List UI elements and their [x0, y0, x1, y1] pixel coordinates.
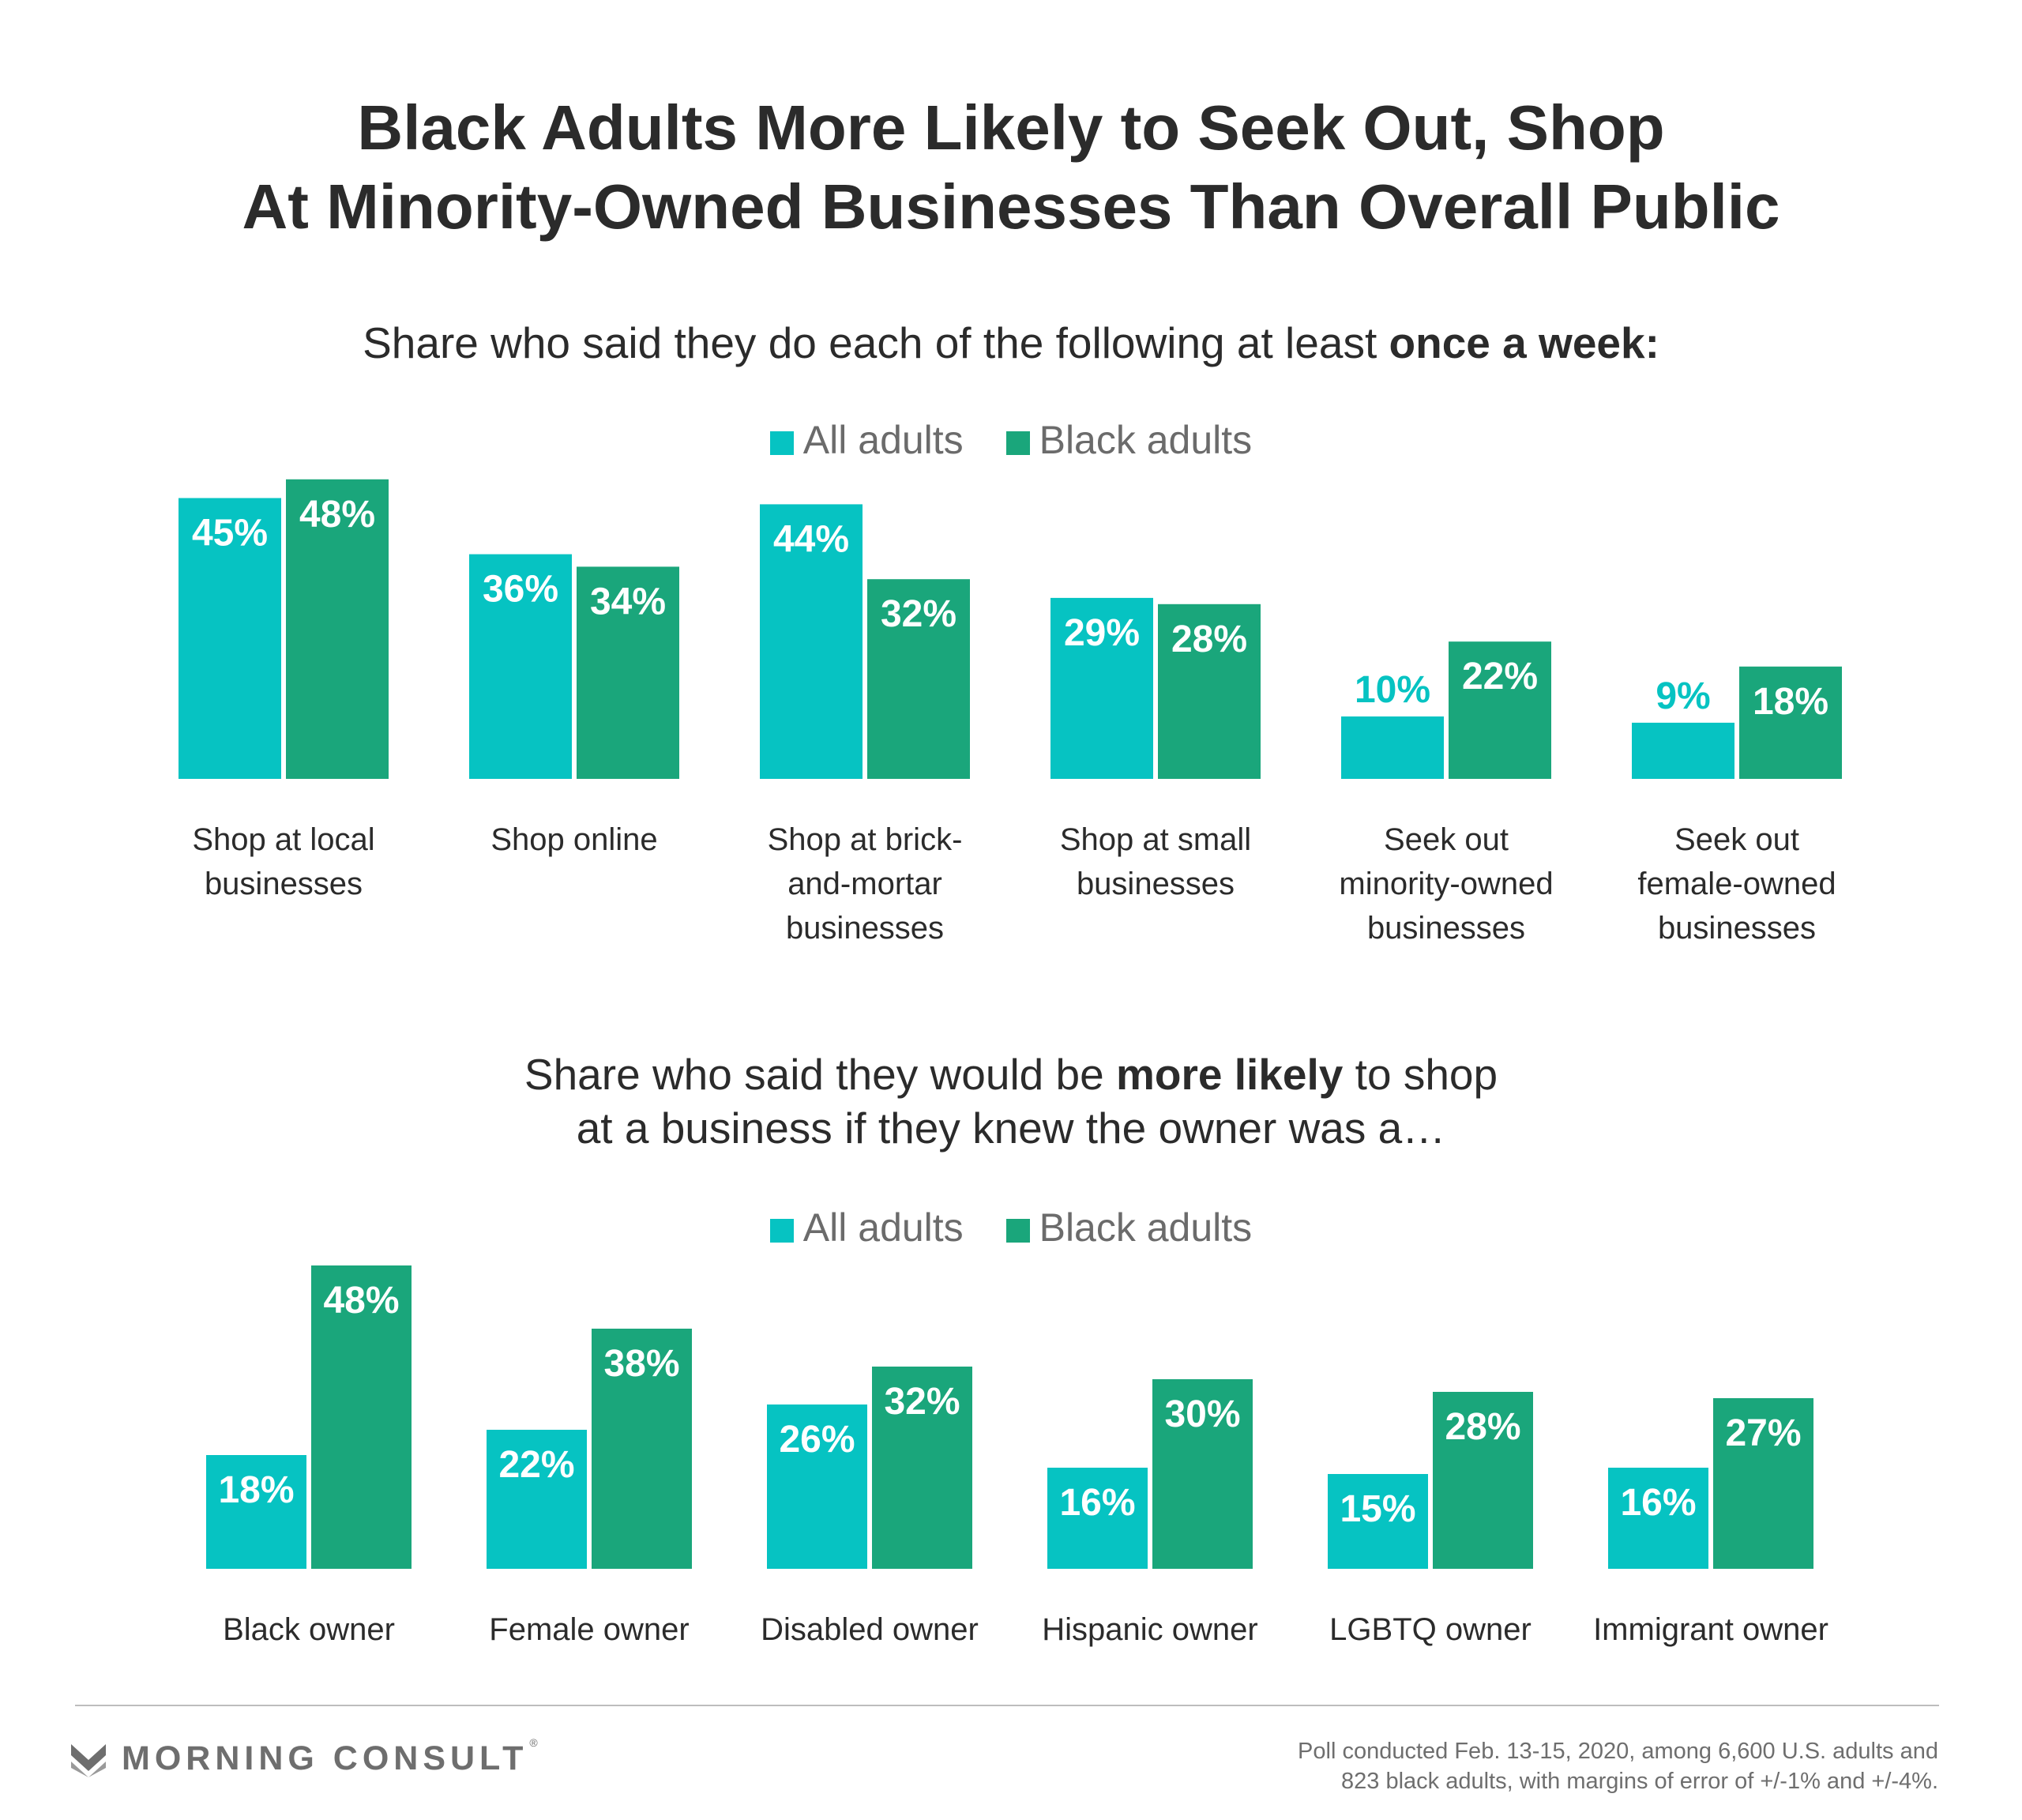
data-label-black-adults-seek-out-minority-owned-businesses: 22% — [1462, 656, 1538, 698]
data-label-all-adults-shop-at-local-businesses: 45% — [192, 513, 268, 555]
category-label: Seek out female-owned businesses — [1637, 822, 1836, 946]
legend-swatch-black-adults — [1005, 1219, 1030, 1243]
bar-black-adults-hispanic-owner — [1152, 1379, 1253, 1569]
legend-swatch-black-adults — [1005, 431, 1030, 455]
data-label-black-adults-shop-at-brick-and-mortar-businesses: 32% — [881, 593, 957, 635]
bar-black-adults-female-owner — [592, 1329, 692, 1569]
bar-all-adults-black-owner — [206, 1455, 306, 1569]
data-label-black-adults-shop-at-small-businesses: 28% — [1171, 619, 1247, 660]
data-label-all-adults-black-owner: 18% — [218, 1469, 294, 1511]
bar-all-adults-shop-online — [469, 554, 572, 779]
chart-1-subtitle-part-2: once a week: — [1389, 318, 1659, 367]
category-label: Hispanic owner — [1042, 1612, 1257, 1647]
footnote: Poll conducted Feb. 13-15, 2020, among 6… — [1148, 1736, 1938, 1796]
bar-all-adults-shop-at-small-businesses — [1050, 597, 1153, 779]
category-label: Shop at brick-and-mortar businesses — [768, 822, 963, 946]
bar-all-adults-hispanic-owner — [1047, 1468, 1148, 1569]
data-label-black-adults-black-owner: 48% — [323, 1280, 399, 1322]
data-label-all-adults-shop-at-brick-and-mortar-businesses: 44% — [773, 518, 849, 560]
chart-title-line-1: Black Adults More Likely to Seek Out, Sh… — [357, 92, 1665, 163]
bar-black-adults-seek-out-minority-owned-businesses — [1449, 641, 1551, 779]
brand-logo: MORNING CONSULT ® — [70, 1736, 538, 1781]
data-label-all-adults-lgbtq-owner: 15% — [1340, 1488, 1415, 1530]
chart-title: Black Adults More Likely to Seek Out, Sh… — [0, 88, 2022, 246]
chart-2-subtitle-line-1: Share who said they would be more likely… — [0, 1047, 2022, 1101]
data-label-black-adults-hispanic-owner: 30% — [1164, 1393, 1240, 1435]
brand-registered-mark: ® — [529, 1736, 538, 1749]
chart-1-bars: 45% 48% Shop at local businesses 36% 34% Shop … — [179, 479, 1842, 946]
chart-2-subtitle-part-1: Share who said they would be — [524, 1050, 1116, 1099]
bar-black-adults-shop-at-small-businesses — [1158, 604, 1261, 779]
bar-all-adults-lgbtq-owner — [1328, 1474, 1428, 1569]
bar-all-adults-shop-at-brick-and-mortar-businesses — [760, 504, 863, 779]
legend-label-black-adults: Black adults — [1039, 1205, 1253, 1250]
footnote-line-1: Poll conducted Feb. 13-15, 2020, among 6… — [1298, 1739, 1938, 1764]
legend-item-all-adults: All adults — [769, 1204, 964, 1251]
bar-black-adults-immigrant-owner — [1713, 1398, 1813, 1569]
data-label-all-adults-immigrant-owner: 16% — [1620, 1482, 1696, 1524]
data-label-all-adults-female-owner: 22% — [498, 1444, 574, 1486]
legend-label-all-adults: All adults — [802, 1205, 964, 1250]
category-label: LGBTQ owner — [1329, 1612, 1532, 1647]
data-label-black-adults-shop-at-local-businesses: 48% — [299, 494, 375, 536]
category-label: Shop at small businesses — [1060, 822, 1251, 901]
category-label: Shop online — [490, 822, 657, 857]
category-label: Shop at local businesses — [192, 822, 374, 901]
bar-black-adults-black-owner — [311, 1265, 412, 1569]
bar-all-adults-disabled-owner — [767, 1404, 867, 1569]
legend-label-black-adults: Black adults — [1039, 418, 1253, 462]
legend-label-all-adults: All adults — [802, 418, 964, 462]
data-label-all-adults-shop-at-small-businesses: 29% — [1064, 612, 1140, 654]
bar-black-adults-lgbtq-owner — [1433, 1392, 1533, 1569]
bar-black-adults-shop-at-local-businesses — [286, 479, 389, 779]
bar-all-adults-seek-out-minority-owned-businesses — [1341, 716, 1444, 779]
data-label-all-adults-seek-out-female-owned-businesses: 9% — [1656, 675, 1710, 717]
category-label: Black owner — [223, 1612, 395, 1647]
data-label-black-adults-lgbtq-owner: 28% — [1445, 1406, 1520, 1448]
data-label-all-adults-hispanic-owner: 16% — [1059, 1482, 1135, 1524]
legend-item-all-adults: All adults — [769, 416, 964, 464]
bar-black-adults-shop-online — [577, 566, 679, 779]
data-label-black-adults-female-owner: 38% — [603, 1343, 679, 1385]
data-label-black-adults-disabled-owner: 32% — [884, 1381, 960, 1423]
category-label: Immigrant owner — [1593, 1612, 1828, 1647]
chart-2-legend: All adults Black adults — [0, 1204, 2022, 1251]
data-label-all-adults-disabled-owner: 26% — [779, 1419, 855, 1461]
category-label: Seek out minority-owned businesses — [1339, 822, 1553, 946]
legend-item-black-adults: Black adults — [1005, 416, 1253, 464]
bar-all-adults-seek-out-female-owned-businesses — [1632, 722, 1734, 779]
legend-swatch-all-adults — [769, 1219, 794, 1243]
chart-2-subtitle-part-2: more likely — [1116, 1050, 1344, 1099]
category-label: Female owner — [489, 1612, 689, 1647]
footnote-line-2: 823 black adults, with margins of error … — [1341, 1769, 1938, 1794]
data-label-all-adults-shop-online: 36% — [483, 569, 558, 611]
legend-item-black-adults: Black adults — [1005, 1204, 1253, 1251]
bar-black-adults-shop-at-brick-and-mortar-businesses — [867, 579, 970, 779]
chart-2-bars: 18% 48% Black owner 22% 38% Female owner 26% 32… — [206, 1265, 1828, 1647]
chart-2-subtitle-line-2: at a business if they knew the owner was… — [576, 1104, 1446, 1153]
chart-1-subtitle-part-1: Share who said they do each of the follo… — [363, 318, 1389, 367]
data-label-all-adults-seek-out-minority-owned-businesses: 10% — [1355, 669, 1430, 711]
footer-divider — [75, 1705, 1939, 1706]
bar-black-adults-seek-out-female-owned-businesses — [1739, 666, 1842, 779]
chart-title-line-2: At Minority-Owned Businesses Than Overal… — [242, 171, 1780, 242]
morning-consult-m-icon — [71, 1744, 106, 1777]
chart-2-subtitle: Share who said they would be more likely… — [0, 1047, 2022, 1155]
data-label-black-adults-shop-online: 34% — [590, 581, 666, 622]
legend-swatch-all-adults — [769, 431, 794, 455]
bar-all-adults-female-owner — [487, 1430, 587, 1569]
chart-2-subtitle-part-3: to shop — [1343, 1050, 1498, 1099]
bar-all-adults-shop-at-local-businesses — [179, 498, 281, 779]
chart-1-legend: All adults Black adults — [0, 416, 2022, 464]
data-label-black-adults-seek-out-female-owned-businesses: 18% — [1753, 681, 1828, 723]
bar-black-adults-disabled-owner — [872, 1367, 972, 1569]
brand-name: MORNING CONSULT — [122, 1739, 528, 1777]
chart-1-subtitle: Share who said they do each of the follo… — [0, 316, 2022, 370]
bar-all-adults-immigrant-owner — [1608, 1468, 1708, 1569]
data-label-black-adults-immigrant-owner: 27% — [1725, 1412, 1801, 1454]
category-label: Disabled owner — [761, 1612, 979, 1647]
